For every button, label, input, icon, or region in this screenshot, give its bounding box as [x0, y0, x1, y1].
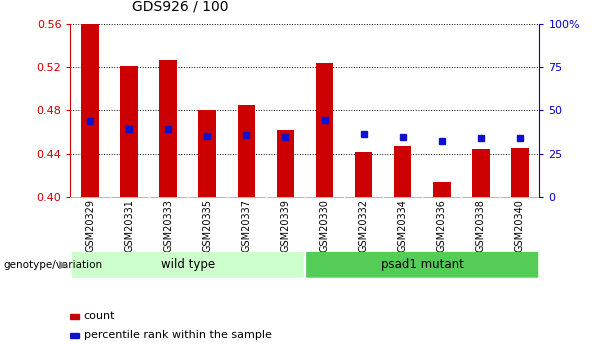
Text: count: count — [83, 311, 115, 321]
Bar — [355, 152, 372, 197]
FancyBboxPatch shape — [72, 252, 304, 278]
Bar — [82, 24, 99, 197]
Bar — [394, 146, 411, 197]
Text: genotype/variation: genotype/variation — [3, 260, 102, 270]
Text: ▶: ▶ — [59, 260, 67, 270]
Bar — [433, 181, 451, 197]
Bar — [70, 315, 79, 319]
Bar — [120, 66, 138, 197]
Bar — [199, 110, 216, 197]
Bar — [472, 149, 490, 197]
Text: GDS926 / 100: GDS926 / 100 — [132, 0, 228, 14]
Bar — [70, 333, 79, 338]
Bar — [238, 105, 255, 197]
Text: psad1 mutant: psad1 mutant — [381, 258, 463, 271]
Bar — [159, 60, 177, 197]
Bar — [511, 148, 528, 197]
FancyBboxPatch shape — [306, 252, 538, 278]
Bar — [276, 130, 294, 197]
Text: wild type: wild type — [161, 258, 215, 271]
Bar — [316, 63, 333, 197]
Text: percentile rank within the sample: percentile rank within the sample — [83, 330, 272, 340]
